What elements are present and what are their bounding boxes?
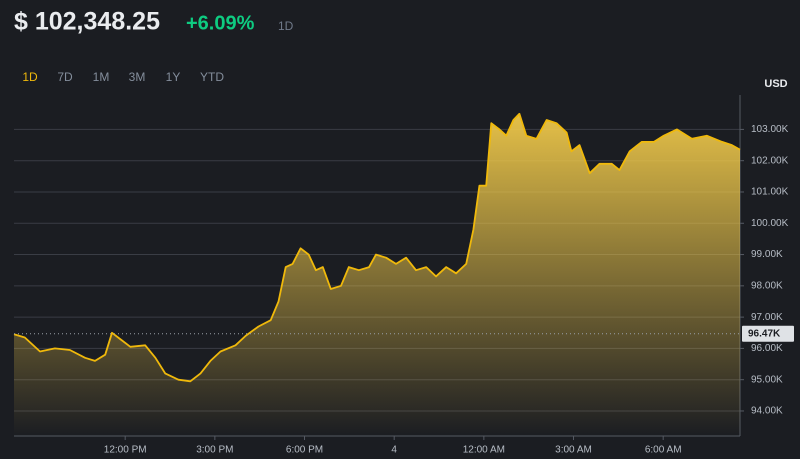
y-tick-label: 103.00K [751, 124, 789, 135]
range-button[interactable]: 7D [57, 70, 73, 84]
y-tick-label: 99.00K [751, 249, 783, 260]
price: $ 102,348.25 [14, 8, 160, 36]
y-tick-label: 102.00K [751, 155, 789, 166]
y-tick-label: 97.00K [751, 312, 783, 323]
y-tick-label: 98.00K [751, 280, 783, 291]
x-tick-label: 6:00 AM [645, 445, 682, 456]
x-tick-label: 12:00 PM [104, 445, 147, 456]
y-tick-label: 101.00K [751, 187, 789, 198]
x-tick-label: 3:00 PM [196, 445, 233, 456]
baseline-label: 96.47K [748, 328, 781, 339]
plot: 94.00K 95.00K 96.00K 97.00K 98.00K 99.00K 100.… [13, 95, 794, 456]
line [13, 112, 741, 383]
x-tick-label: 4 [391, 445, 397, 456]
x-tick-label: 3:00 AM [555, 445, 592, 456]
change: +6.09% [186, 12, 255, 34]
range-button[interactable]: YTD [200, 70, 224, 84]
range-button[interactable]: 1M [93, 70, 110, 84]
baseline-badge [742, 325, 794, 342]
period: 1D [278, 19, 294, 33]
y-tick-label: 96.00K [751, 343, 783, 354]
range-buttons: 1D 7D 1M 3M 1Y YTD [22, 70, 224, 84]
area [14, 113, 740, 437]
y-tick-label: 95.00K [751, 374, 783, 385]
range-button[interactable]: 1Y [166, 70, 181, 84]
y-tick-label: 100.00K [751, 218, 789, 229]
range-button[interactable]: 3M [129, 70, 146, 84]
x-tick-label: 6:00 PM [286, 445, 323, 456]
range-button[interactable]: 1D [22, 70, 38, 84]
y-axis-label: USD [764, 78, 787, 90]
y-tick-label: 94.00K [751, 406, 783, 417]
x-tick-label: 12:00 AM [463, 445, 505, 456]
